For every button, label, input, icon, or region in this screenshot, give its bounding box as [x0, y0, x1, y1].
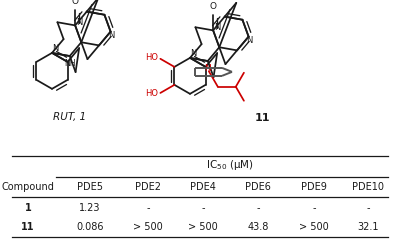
Text: N: N — [214, 23, 220, 32]
Text: > 500: > 500 — [133, 222, 163, 232]
Text: 43.8: 43.8 — [247, 222, 269, 232]
Text: HO: HO — [145, 53, 158, 62]
Text: N: N — [76, 18, 82, 27]
Text: -: - — [256, 203, 260, 213]
Text: Compound: Compound — [2, 182, 54, 192]
Text: 11: 11 — [254, 113, 270, 123]
Text: 32.1: 32.1 — [357, 222, 379, 232]
Text: N: N — [246, 36, 253, 45]
Text: > 500: > 500 — [299, 222, 329, 232]
Text: 1: 1 — [25, 203, 31, 213]
Text: PDE2: PDE2 — [135, 182, 161, 192]
Text: PDE5: PDE5 — [77, 182, 103, 192]
Text: N: N — [108, 31, 115, 40]
Text: -: - — [201, 203, 205, 213]
Text: PDE4: PDE4 — [190, 182, 216, 192]
Text: N: N — [190, 49, 196, 58]
Text: HO: HO — [145, 90, 158, 98]
Text: -: - — [146, 203, 150, 213]
Text: IC$_{50}$ (μM): IC$_{50}$ (μM) — [206, 158, 254, 172]
Text: NH: NH — [64, 59, 76, 68]
Text: -: - — [366, 203, 370, 213]
Text: RUT, 1: RUT, 1 — [54, 112, 86, 122]
Text: PDE6: PDE6 — [245, 182, 271, 192]
Text: -: - — [312, 203, 316, 213]
Text: O: O — [72, 0, 79, 6]
Text: PDE9: PDE9 — [301, 182, 327, 192]
Text: 0.086: 0.086 — [76, 222, 104, 232]
Text: O: O — [210, 2, 217, 11]
Text: N: N — [204, 64, 211, 73]
Text: 1.23: 1.23 — [79, 203, 101, 213]
Text: 11: 11 — [21, 222, 35, 232]
Text: > 500: > 500 — [188, 222, 218, 232]
Text: PDE10: PDE10 — [352, 182, 384, 192]
Text: N: N — [52, 44, 58, 53]
